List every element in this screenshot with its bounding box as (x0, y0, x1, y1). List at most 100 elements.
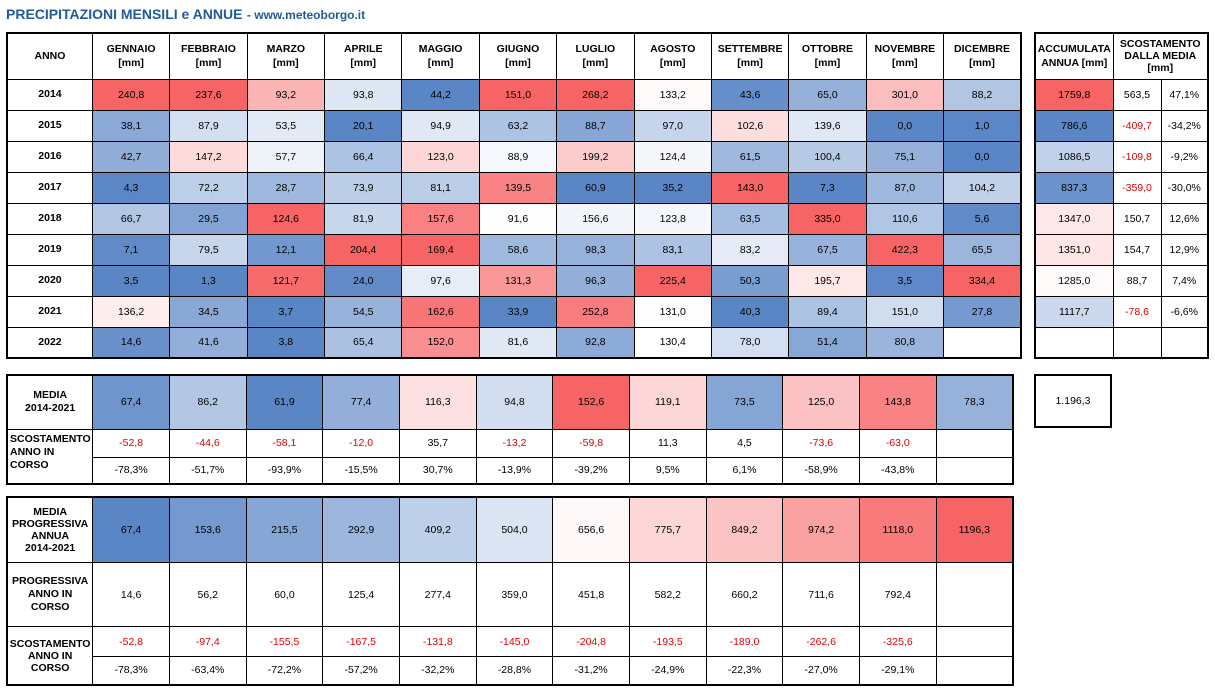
scost-mm: -12,0 (322, 428, 400, 458)
precip-value: 28,7 (246, 171, 326, 204)
precip-value: 124,4 (633, 140, 712, 173)
scost-pct-row: -78,3% -51,7% -93,9% -15,5% 30,7% -13,9% -39,2… (7, 456, 1014, 485)
year-label: 2014 (6, 78, 93, 111)
media-value: 73,5 (705, 374, 784, 430)
precip-value: 83,2 (710, 233, 790, 266)
deviation-pct (1160, 326, 1209, 359)
precip-value: 50,3 (710, 264, 790, 297)
precip-value: 87,0 (865, 171, 945, 204)
media-value: 67,4 (92, 374, 170, 430)
label-line: [mm] (1147, 62, 1174, 75)
label-line: CORSO (30, 661, 70, 674)
annual-total: 1351,0 (1034, 233, 1114, 266)
scost-mm: 11,3 (628, 428, 707, 458)
scost-mm: -59,8 (552, 428, 630, 458)
month-header-maggio: MAGGIO [mm] (401, 32, 480, 80)
label-line: PROGRESSIVA (12, 575, 89, 588)
precip-value: 130,4 (633, 326, 712, 359)
precip-value: 334,4 (943, 264, 1022, 297)
precip-value: 156,6 (556, 202, 635, 235)
website-text: - www.meteoborgo.it (246, 8, 366, 22)
month-header-dicembre: DICEMBRE [mm] (943, 32, 1022, 80)
deviation-mm: 150,7 (1112, 202, 1162, 235)
precip-value: 225,4 (633, 264, 712, 297)
precip-value: 104,2 (943, 171, 1022, 204)
precip-value: 14,6 (91, 326, 171, 359)
deviation-pct: 12,9% (1160, 233, 1209, 266)
month-header-settembre: SETTEMBRE [mm] (710, 32, 790, 80)
scost-mm: -52,8 (92, 428, 170, 458)
year-label: 2021 (6, 295, 93, 328)
media-value: 94,8 (475, 374, 554, 430)
scost-pct: -43,8% (858, 456, 937, 485)
scost-mm: 4,5 (705, 428, 784, 458)
scost-prog-mm: -262,6 (782, 626, 860, 657)
precip-value: 157,6 (401, 202, 480, 235)
progressive-average-table: MEDIA PROGRESSIVA ANNUA 2014-2021 67,4 153,6 2… (6, 496, 1014, 686)
media-value: 125,0 (782, 374, 860, 430)
annual-average-total-table: 1.196,3 (1034, 374, 1112, 428)
precip-value: 81,9 (324, 202, 403, 235)
accum-row-2016: 1086,5 -109,8 -9,2% (1034, 140, 1209, 173)
deviation-mm: 88,7 (1112, 264, 1162, 297)
year-label: 2022 (6, 326, 93, 359)
scost-prog-pct (935, 655, 1014, 686)
scost-prog-pct-row: -78,3% -63,4% -72,2% -57,2% -32,2% -28,8% -31,… (7, 655, 1014, 686)
year-row-2020: 2020 3,5 1,3 121,7 24,0 97,6 131,3 96,3 225,4 50,… (6, 264, 1022, 297)
prog-anno-value (935, 561, 1014, 628)
annual-total: 1086,5 (1034, 140, 1114, 173)
title-text: PRECIPITAZIONI MENSILI e ANNUE (6, 6, 243, 22)
month-header-aprile: APRILE [mm] (324, 32, 403, 80)
precip-value: 199,2 (556, 140, 635, 173)
scost-prog-mm: -204,8 (552, 626, 630, 657)
scost-prog-mm: -325,6 (858, 626, 937, 657)
precip-value: 78,0 (710, 326, 790, 359)
label-line: SETTEMBRE (717, 43, 783, 56)
year-label: 2017 (6, 171, 93, 204)
precip-value: 44,2 (401, 78, 480, 111)
annual-total: 837,3 (1034, 171, 1114, 204)
accum-row-2021: 1117,7 -78,6 -6,6% (1034, 295, 1209, 328)
label-line: [mm] (892, 57, 918, 70)
scost-pct: 30,7% (398, 456, 477, 485)
label-line: ACCUMULATA (1037, 43, 1111, 56)
scost-prog-mm: -155,5 (245, 626, 324, 657)
label-line: DALLA MEDIA (1124, 50, 1197, 63)
media-prog-value: 292,9 (322, 496, 400, 563)
scost-pct: -93,9% (245, 456, 324, 485)
scost-prog-pct: -63,4% (168, 655, 247, 686)
scost-prog-pct: -72,2% (245, 655, 324, 686)
precip-value: 133,2 (633, 78, 712, 111)
precip-value: 3,8 (246, 326, 326, 359)
precip-value: 252,8 (556, 295, 635, 328)
accum-row-2022 (1034, 326, 1209, 359)
precip-value: 91,6 (478, 202, 558, 235)
month-header-novembre: NOVEMBRE [mm] (865, 32, 945, 80)
precip-value: 80,8 (865, 326, 945, 359)
deviation-pct: -30,0% (1160, 171, 1209, 204)
scost-pct: -78,3% (92, 456, 170, 485)
label-line: [mm] (118, 57, 144, 70)
label-line: FEBBRAIO (181, 43, 236, 56)
precip-value: 4,3 (91, 171, 171, 204)
header-row: ANNO GENNAIO [mm] FEBBRAIO [mm] MARZO [mm] APRI… (6, 32, 1022, 80)
label-line: CORSO (30, 601, 70, 614)
precip-value: 58,6 (478, 233, 558, 266)
page-title: PRECIPITAZIONI MENSILI e ANNUE - www.met… (6, 5, 365, 23)
media-prog-label: MEDIA PROGRESSIVA ANNUA 2014-2021 (6, 496, 94, 563)
label-line: GENNAIO (106, 43, 156, 56)
precip-value: 88,2 (943, 78, 1022, 111)
label-line: AGOSTO (650, 43, 696, 56)
label-line: SCOSTAMENTO (9, 637, 91, 650)
year-row-2021: 2021 136,2 34,5 3,7 54,5 162,6 33,9 252,8 131,0 4… (6, 295, 1022, 328)
scost-prog-pct: -78,3% (92, 655, 170, 686)
prog-anno-value: 359,0 (475, 561, 554, 628)
scost-mm: -58,1 (245, 428, 324, 458)
media-prog-value: 1196,3 (935, 496, 1014, 563)
media-label: MEDIA 2014-2021 (6, 374, 94, 430)
month-header-ottobre: OTTOBRE [mm] (788, 32, 867, 80)
precip-value: 75,1 (865, 140, 945, 173)
prog-anno-value: 277,4 (398, 561, 477, 628)
scost-pct: -51,7% (168, 456, 247, 485)
precip-value: 20,1 (324, 109, 403, 142)
